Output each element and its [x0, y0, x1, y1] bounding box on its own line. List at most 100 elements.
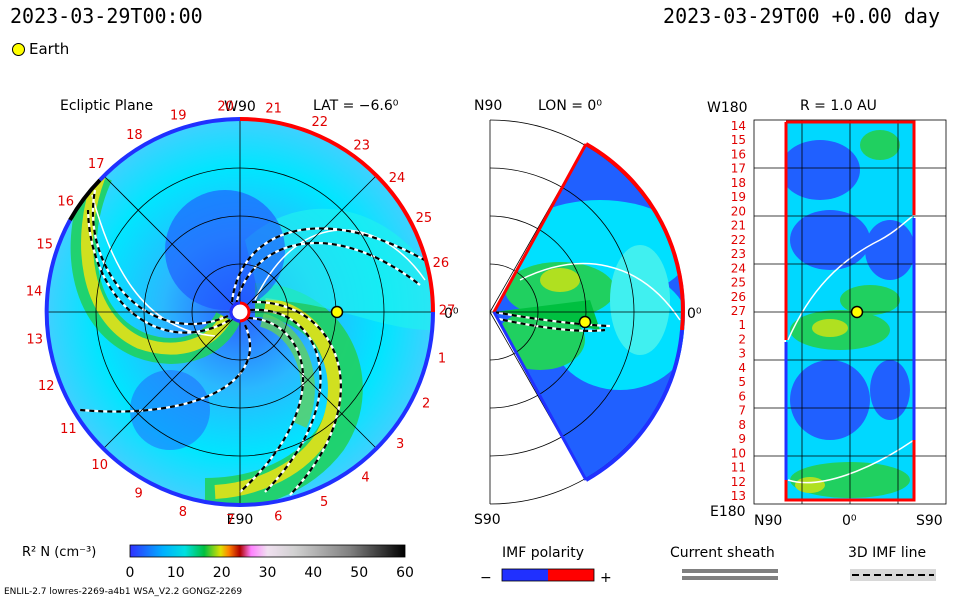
meridional-panel: N90 LON = 0⁰ S90 0⁰ — [474, 98, 702, 528]
imf-sector-inward-right — [239, 311, 435, 507]
sector-number: 27 — [439, 304, 456, 319]
radial-r-label: R = 1.0 AU — [800, 98, 877, 114]
imf-sector-inward-left — [44, 219, 241, 508]
ecliptic-bottom-label: E90 — [227, 512, 254, 528]
ecliptic-top-label: W90 — [224, 99, 256, 115]
imf-plus-label: + — [600, 570, 612, 586]
earth-marker-radial — [850, 305, 864, 319]
ecliptic-title: Ecliptic Plane — [60, 98, 153, 114]
radial-row-label: 27 — [731, 304, 746, 318]
colorbar-label: R² N (cm⁻³) — [22, 545, 96, 560]
current-sheath-legend: Current sheath — [670, 545, 778, 580]
colorbar-tick: 30 — [259, 565, 277, 581]
current-sheath-swatch — [682, 569, 778, 573]
radial-grid — [753, 119, 947, 505]
radial-row-label: 2 — [738, 333, 746, 347]
radial-row-label: 8 — [738, 418, 746, 432]
colorbar-tick: 40 — [304, 565, 322, 581]
ecliptic-zero-label: 0⁰ — [444, 306, 459, 322]
colorbar: R² N (cm⁻³) 0 10 20 30 40 50 60 — [22, 544, 414, 581]
radial-panel: W180 R = 1.0 AU E180 N90 0⁰ S90 14151617… — [707, 98, 947, 529]
sector-number: 8 — [179, 505, 187, 520]
sector-number: 25 — [416, 211, 433, 226]
sector-number: 19 — [170, 108, 187, 123]
radial-row-labels: 1415161718192021222324252627123456789101… — [731, 119, 746, 503]
colorbar-gradient — [129, 544, 406, 558]
radial-row-label: 4 — [738, 361, 746, 375]
sector-number: 16 — [57, 194, 74, 209]
sector-number: 9 — [134, 487, 142, 502]
sector-number: 11 — [60, 422, 77, 437]
earth-legend: Earth — [12, 40, 69, 58]
radial-row-label: 5 — [738, 375, 746, 389]
radial-row-label: 21 — [731, 219, 746, 233]
ecliptic-density-features — [70, 169, 430, 505]
sector-number: 6 — [274, 509, 282, 524]
earth-marker-icon — [12, 42, 25, 56]
radial-e-label: E180 — [710, 504, 746, 520]
radial-row-label: 20 — [731, 204, 746, 218]
radial-row-label: 25 — [731, 276, 746, 290]
datetime-right: 2023-03-29T00 +0.00 day — [663, 4, 940, 28]
radial-row-label: 3 — [738, 347, 746, 361]
radial-row-label: 16 — [731, 148, 746, 162]
meridional-lon: LON = 0⁰ — [538, 98, 602, 114]
radial-row-label: 22 — [731, 233, 746, 247]
sector-number: 13 — [26, 332, 43, 347]
radial-row-label: 6 — [738, 389, 746, 403]
radial-row-label: 24 — [731, 261, 746, 275]
imf-line-title: 3D IMF line — [848, 545, 926, 561]
colorbar-tick: 0 — [126, 565, 135, 581]
sector-number: 18 — [126, 128, 143, 143]
radial-row-label: 11 — [731, 461, 746, 475]
current-sheath-title: Current sheath — [670, 545, 775, 561]
radial-row-label: 15 — [731, 133, 746, 147]
radial-row-label: 7 — [738, 404, 746, 418]
ecliptic-lat: LAT = −6.6⁰ — [313, 98, 399, 114]
radial-row-label: 1 — [738, 318, 746, 332]
radial-w-label: W180 — [707, 100, 748, 116]
imf-polarity-legend: IMF polarity − + — [480, 545, 612, 586]
ecliptic-sector-numbers: 20 21222324252627123456789101112131415161… — [26, 100, 455, 528]
sector-number: 26 — [433, 256, 450, 271]
colorbar-tick: 10 — [167, 565, 185, 581]
earth-marker-ecliptic — [330, 305, 344, 319]
colorbar-tick: 60 — [396, 565, 414, 581]
sector-number: 2 — [422, 397, 430, 412]
imf-minus-label: − — [480, 570, 492, 586]
sector-number: 20 — [217, 100, 234, 115]
sector-number: 10 — [91, 458, 108, 473]
sector-number: 17 — [88, 157, 105, 172]
ecliptic-panel: Ecliptic Plane LAT = −6.6⁰ W90 E90 0⁰ 20… — [26, 98, 459, 528]
imf-sector-outward — [239, 117, 435, 313]
meridional-s-label: S90 — [474, 512, 501, 528]
sector-number: 4 — [361, 471, 369, 486]
sector-number: 23 — [353, 139, 370, 154]
radial-row-label: 9 — [738, 432, 746, 446]
earth-marker-meridional — [578, 315, 592, 329]
imf-line-swatch — [850, 569, 936, 581]
sector-number: 1 — [438, 351, 446, 366]
radial-row-label: 10 — [731, 446, 746, 460]
radial-row-label: 14 — [731, 119, 746, 133]
meridional-zero-label: 0⁰ — [687, 306, 702, 322]
sector-number: 22 — [312, 115, 329, 130]
colorbar-tick: 20 — [213, 565, 231, 581]
radial-row-label: 23 — [731, 247, 746, 261]
sector-number: 5 — [320, 495, 328, 510]
sector-number: 12 — [38, 379, 55, 394]
datetime-left: 2023-03-29T00:00 — [10, 4, 203, 28]
radial-row-label: 26 — [731, 290, 746, 304]
radial-row-label: 19 — [731, 190, 746, 204]
earth-legend-label: Earth — [29, 40, 70, 58]
colorbar-ticks: 0 10 20 30 40 50 60 — [126, 565, 414, 581]
sector-number: 7 — [226, 513, 234, 528]
radial-s-label: S90 — [916, 513, 943, 529]
imf-line-legend: 3D IMF line — [848, 545, 936, 581]
radial-zero-label: 0⁰ — [842, 513, 857, 529]
meridional-n-label: N90 — [474, 98, 502, 114]
sector-number: 21 — [265, 102, 282, 117]
sector-number: 3 — [396, 437, 404, 452]
sector-number: 24 — [389, 171, 406, 186]
